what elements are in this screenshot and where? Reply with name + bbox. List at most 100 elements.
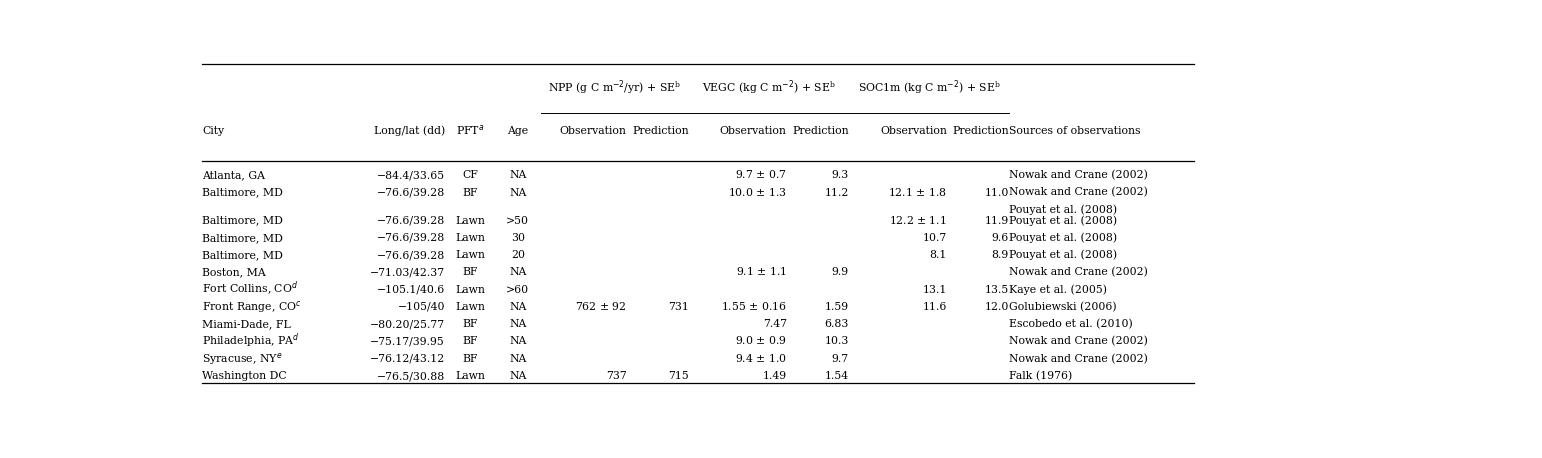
- Text: 9.1 $\pm$ 1.1: 9.1 $\pm$ 1.1: [736, 265, 786, 278]
- Text: Lawn: Lawn: [455, 233, 484, 243]
- Text: VEGC (kg C m$^{-2}$) + SE$^{\mathregular{b}}$: VEGC (kg C m$^{-2}$) + SE$^{\mathregular…: [702, 79, 836, 98]
- Text: 9.7: 9.7: [831, 354, 848, 364]
- Text: 10.3: 10.3: [825, 337, 848, 347]
- Text: Golubiewski (2006): Golubiewski (2006): [1008, 302, 1116, 312]
- Text: 9.3: 9.3: [831, 170, 848, 180]
- Text: Washington DC: Washington DC: [202, 371, 287, 381]
- Text: Kaye et al. (2005): Kaye et al. (2005): [1008, 284, 1107, 294]
- Text: NA: NA: [509, 302, 526, 312]
- Text: 12.1 $\pm$ 1.8: 12.1 $\pm$ 1.8: [888, 185, 947, 198]
- Text: Observation: Observation: [880, 126, 947, 136]
- Text: Atlanta, GA: Atlanta, GA: [202, 170, 265, 180]
- Text: 6.83: 6.83: [825, 319, 848, 329]
- Text: 9.4 $\pm$ 1.0: 9.4 $\pm$ 1.0: [734, 352, 786, 364]
- Text: >50: >50: [506, 216, 529, 225]
- Text: Lawn: Lawn: [455, 250, 484, 260]
- Text: >60: >60: [506, 285, 529, 294]
- Text: Miami-Dade, FL: Miami-Dade, FL: [202, 319, 291, 329]
- Text: 9.6: 9.6: [992, 233, 1008, 243]
- Text: Sources of observations: Sources of observations: [1008, 126, 1141, 136]
- Text: Long/lat (dd): Long/lat (dd): [373, 126, 446, 136]
- Text: Prediction: Prediction: [953, 126, 1008, 136]
- Text: 11.6: 11.6: [922, 302, 947, 312]
- Text: CF: CF: [463, 170, 478, 180]
- Text: −105.1/40.6: −105.1/40.6: [376, 285, 446, 294]
- Text: 11.0: 11.0: [985, 188, 1008, 198]
- Text: NA: NA: [509, 354, 526, 364]
- Text: 13.5: 13.5: [985, 285, 1008, 294]
- Text: Pouyat et al. (2008): Pouyat et al. (2008): [1008, 204, 1116, 215]
- Text: 10.7: 10.7: [922, 233, 947, 243]
- Text: −80.20/25.77: −80.20/25.77: [370, 319, 446, 329]
- Text: −76.5/30.88: −76.5/30.88: [376, 371, 446, 381]
- Text: 731: 731: [668, 302, 689, 312]
- Text: Escobedo et al. (2010): Escobedo et al. (2010): [1008, 319, 1133, 329]
- Text: 7.47: 7.47: [763, 319, 786, 329]
- Text: −76.6/39.28: −76.6/39.28: [376, 250, 446, 260]
- Text: Age: Age: [507, 126, 529, 136]
- Text: BF: BF: [463, 188, 478, 198]
- Text: 9.7 $\pm$ 0.7: 9.7 $\pm$ 0.7: [736, 169, 786, 180]
- Text: PFT$^{a}$: PFT$^{a}$: [456, 123, 484, 137]
- Text: 11.2: 11.2: [825, 188, 848, 198]
- Text: Syracuse, NY$^{e}$: Syracuse, NY$^{e}$: [202, 350, 282, 366]
- Text: NPP (g C m$^{-2}$/yr) + SE$^{\mathregular{b}}$: NPP (g C m$^{-2}$/yr) + SE$^{\mathregula…: [547, 79, 682, 98]
- Text: Lawn: Lawn: [455, 285, 484, 294]
- Text: NA: NA: [509, 319, 526, 329]
- Text: −76.12/43.12: −76.12/43.12: [370, 354, 446, 364]
- Text: −84.4/33.65: −84.4/33.65: [376, 170, 446, 180]
- Text: 1.49: 1.49: [763, 371, 786, 381]
- Text: 20: 20: [510, 250, 524, 260]
- Text: BF: BF: [463, 354, 478, 364]
- Text: Nowak and Crane (2002): Nowak and Crane (2002): [1008, 267, 1147, 278]
- Text: Prediction: Prediction: [793, 126, 848, 136]
- Text: Lawn: Lawn: [455, 371, 484, 381]
- Text: 9.0 $\pm$ 0.9: 9.0 $\pm$ 0.9: [736, 334, 786, 347]
- Text: −76.6/39.28: −76.6/39.28: [376, 188, 446, 198]
- Text: 8.1: 8.1: [930, 250, 947, 260]
- Text: 9.9: 9.9: [831, 267, 848, 278]
- Text: 10.0 $\pm$ 1.3: 10.0 $\pm$ 1.3: [728, 185, 786, 198]
- Text: Observation: Observation: [560, 126, 626, 136]
- Text: −76.6/39.28: −76.6/39.28: [376, 216, 446, 225]
- Text: Falk (1976): Falk (1976): [1008, 371, 1072, 381]
- Text: 715: 715: [668, 371, 689, 381]
- Text: Baltimore, MD: Baltimore, MD: [202, 250, 284, 260]
- Text: 8.9: 8.9: [992, 250, 1008, 260]
- Text: Nowak and Crane (2002): Nowak and Crane (2002): [1008, 354, 1147, 364]
- Text: 12.2 $\pm$ 1.1: 12.2 $\pm$ 1.1: [890, 213, 947, 225]
- Text: 1.54: 1.54: [825, 371, 848, 381]
- Text: 30: 30: [510, 233, 524, 243]
- Text: Nowak and Crane (2002): Nowak and Crane (2002): [1008, 187, 1147, 198]
- Text: −71.03/42.37: −71.03/42.37: [370, 267, 446, 278]
- Text: Pouyat et al. (2008): Pouyat et al. (2008): [1008, 232, 1116, 243]
- Text: Lawn: Lawn: [455, 216, 484, 225]
- Text: BF: BF: [463, 319, 478, 329]
- Text: Nowak and Crane (2002): Nowak and Crane (2002): [1008, 170, 1147, 180]
- Text: 13.1: 13.1: [922, 285, 947, 294]
- Text: NA: NA: [509, 267, 526, 278]
- Text: Lawn: Lawn: [455, 302, 484, 312]
- Text: Prediction: Prediction: [632, 126, 689, 136]
- Text: 1.59: 1.59: [825, 302, 848, 312]
- Text: −75.17/39.95: −75.17/39.95: [370, 337, 446, 347]
- Text: NA: NA: [509, 170, 526, 180]
- Text: Observation: Observation: [720, 126, 786, 136]
- Text: City: City: [202, 126, 225, 136]
- Text: BF: BF: [463, 337, 478, 347]
- Text: Baltimore, MD: Baltimore, MD: [202, 188, 284, 198]
- Text: 762 $\pm$ 92: 762 $\pm$ 92: [575, 300, 626, 312]
- Text: NA: NA: [509, 188, 526, 198]
- Text: Fort Collins, CO$^{d}$: Fort Collins, CO$^{d}$: [202, 280, 299, 298]
- Text: Boston, MA: Boston, MA: [202, 267, 267, 278]
- Text: 11.9: 11.9: [985, 216, 1008, 225]
- Text: 12.0: 12.0: [985, 302, 1008, 312]
- Text: NA: NA: [509, 337, 526, 347]
- Text: BF: BF: [463, 267, 478, 278]
- Text: NA: NA: [509, 371, 526, 381]
- Text: SOC1m (kg C m$^{-2}$) + SE$^{\mathregular{b}}$: SOC1m (kg C m$^{-2}$) + SE$^{\mathregula…: [857, 79, 1001, 98]
- Text: 737: 737: [606, 371, 626, 381]
- Text: 1.55 $\pm$ 0.16: 1.55 $\pm$ 0.16: [722, 300, 786, 312]
- Text: Baltimore, MD: Baltimore, MD: [202, 233, 284, 243]
- Text: Philadelphia, PA$^{d}$: Philadelphia, PA$^{d}$: [202, 331, 301, 350]
